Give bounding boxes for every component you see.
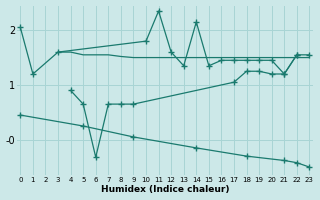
X-axis label: Humidex (Indice chaleur): Humidex (Indice chaleur) <box>100 185 229 194</box>
